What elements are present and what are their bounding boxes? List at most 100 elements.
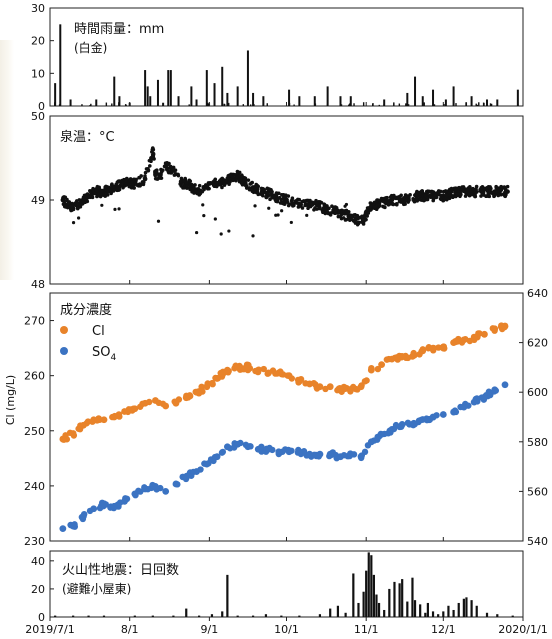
temp-sample xyxy=(137,175,141,180)
temp-sample xyxy=(329,211,334,215)
temp-sample xyxy=(97,187,101,191)
rain-drizzle xyxy=(249,104,252,106)
rain-bar xyxy=(470,96,473,106)
rain-bar xyxy=(406,92,409,106)
temp-outlier xyxy=(298,204,302,208)
cl-point xyxy=(388,355,396,363)
so4-point xyxy=(223,443,231,451)
temp-sample xyxy=(470,192,475,197)
temp-sample xyxy=(396,196,401,201)
cl-point xyxy=(100,416,108,424)
temp-sample xyxy=(163,164,167,168)
temp-sample xyxy=(443,189,448,193)
cl-point xyxy=(306,380,314,388)
cl-point xyxy=(265,369,272,377)
rain-bar xyxy=(452,86,455,106)
temp-sample xyxy=(321,206,325,211)
temp-sample xyxy=(418,192,422,196)
temp-sample xyxy=(159,170,164,174)
so4-point xyxy=(378,430,386,438)
temp-outlier xyxy=(276,213,280,217)
temp-sample xyxy=(220,185,224,190)
temp-sample xyxy=(283,195,288,199)
temp-sample xyxy=(182,186,187,190)
cl-sample xyxy=(217,369,224,377)
temp-sample xyxy=(474,187,478,192)
rain-drizzle xyxy=(293,104,295,106)
cl-sample xyxy=(342,385,349,392)
temp-sample xyxy=(166,169,171,174)
rain-bar xyxy=(516,89,519,106)
temp-sample xyxy=(66,201,71,206)
legend-label-so4-subscript: 4 xyxy=(110,353,116,363)
so4-point xyxy=(337,453,344,461)
so4-point xyxy=(90,505,98,513)
temp-sample xyxy=(503,187,508,192)
rain-bar xyxy=(339,96,342,106)
temp-sample xyxy=(389,194,393,199)
so4-point xyxy=(388,426,396,433)
rain-bar xyxy=(113,76,116,106)
so4-point xyxy=(460,403,468,411)
scan-edge xyxy=(0,40,14,280)
temp-sample xyxy=(178,179,183,184)
temp-sample xyxy=(165,162,170,167)
temp-sample xyxy=(155,177,160,181)
temp-sample xyxy=(229,172,233,177)
temp-sample xyxy=(127,184,132,189)
so4-point xyxy=(429,413,437,421)
cl-point xyxy=(223,366,231,374)
quake-bar xyxy=(511,615,514,617)
temp-sample xyxy=(465,187,469,192)
quake-bar xyxy=(280,615,283,617)
quake-bar xyxy=(375,594,378,617)
rain-drizzle xyxy=(340,104,343,106)
temp-sample xyxy=(239,177,243,182)
rain-drizzle xyxy=(407,104,410,106)
rain-bar xyxy=(349,96,352,106)
temp-sample xyxy=(304,202,309,206)
temp-sample xyxy=(387,202,392,206)
temp-sample xyxy=(382,205,386,209)
temp-sample xyxy=(193,183,197,187)
rain-drizzle xyxy=(476,104,479,106)
temp-sample xyxy=(69,204,74,209)
temp-sample xyxy=(414,193,419,197)
so4-point xyxy=(481,393,488,401)
rain-ytick-label-3: 30 xyxy=(31,2,45,15)
temp-sample xyxy=(214,184,219,189)
temp-sample xyxy=(505,184,510,189)
rain-drizzle xyxy=(242,104,245,106)
temp-sample xyxy=(414,196,419,201)
temp-sample xyxy=(266,191,270,195)
rain-drizzle xyxy=(489,103,492,106)
temp-sample xyxy=(461,189,466,194)
rain-bar xyxy=(190,86,193,106)
cl-point xyxy=(80,421,87,429)
so4-sample xyxy=(361,448,369,456)
quake-bars xyxy=(54,552,514,617)
cl-point xyxy=(419,347,427,355)
rain-drizzle xyxy=(125,104,127,106)
quake-bar xyxy=(344,612,347,617)
temp-sample xyxy=(61,197,65,201)
quake-ytick-label-2: 40 xyxy=(31,555,45,568)
rain-drizzle xyxy=(253,104,255,106)
cl-point xyxy=(337,386,344,393)
chem-y2tick-label-0: 540 xyxy=(527,535,548,548)
temp-sample xyxy=(468,185,472,189)
temp-sample xyxy=(424,189,429,194)
chem-points xyxy=(59,322,509,532)
temp-sample xyxy=(124,177,129,182)
temp-sample xyxy=(453,194,458,199)
chem-ytick-label-3: 260 xyxy=(24,370,45,383)
quake-bar xyxy=(87,615,90,617)
rain-bar xyxy=(496,99,499,106)
chem-y2tick-label-2: 580 xyxy=(527,436,548,449)
so4-point xyxy=(213,453,221,461)
so4-point xyxy=(244,443,252,451)
temp-sample xyxy=(362,217,367,222)
temp-sample xyxy=(103,194,108,198)
temp-sample xyxy=(246,178,251,182)
rain-drizzle xyxy=(490,103,493,106)
